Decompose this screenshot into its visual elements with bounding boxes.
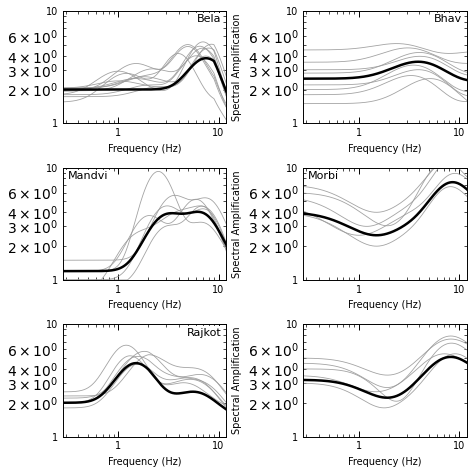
X-axis label: Frequency (Hz): Frequency (Hz)	[348, 144, 422, 154]
Text: Bhav: Bhav	[434, 14, 462, 24]
Text: Morbi: Morbi	[309, 171, 339, 181]
Y-axis label: Spectral Amplification: Spectral Amplification	[232, 13, 242, 121]
X-axis label: Frequency (Hz): Frequency (Hz)	[108, 301, 182, 310]
X-axis label: Frequency (Hz): Frequency (Hz)	[348, 457, 422, 467]
X-axis label: Frequency (Hz): Frequency (Hz)	[108, 144, 182, 154]
Text: Rajkot: Rajkot	[187, 328, 221, 337]
Text: Bela: Bela	[197, 14, 221, 24]
Text: Mandvi: Mandvi	[68, 171, 108, 181]
X-axis label: Frequency (Hz): Frequency (Hz)	[348, 301, 422, 310]
Y-axis label: Spectral Amplification: Spectral Amplification	[232, 170, 242, 278]
X-axis label: Frequency (Hz): Frequency (Hz)	[108, 457, 182, 467]
Y-axis label: Spectral Amplification: Spectral Amplification	[232, 327, 242, 434]
